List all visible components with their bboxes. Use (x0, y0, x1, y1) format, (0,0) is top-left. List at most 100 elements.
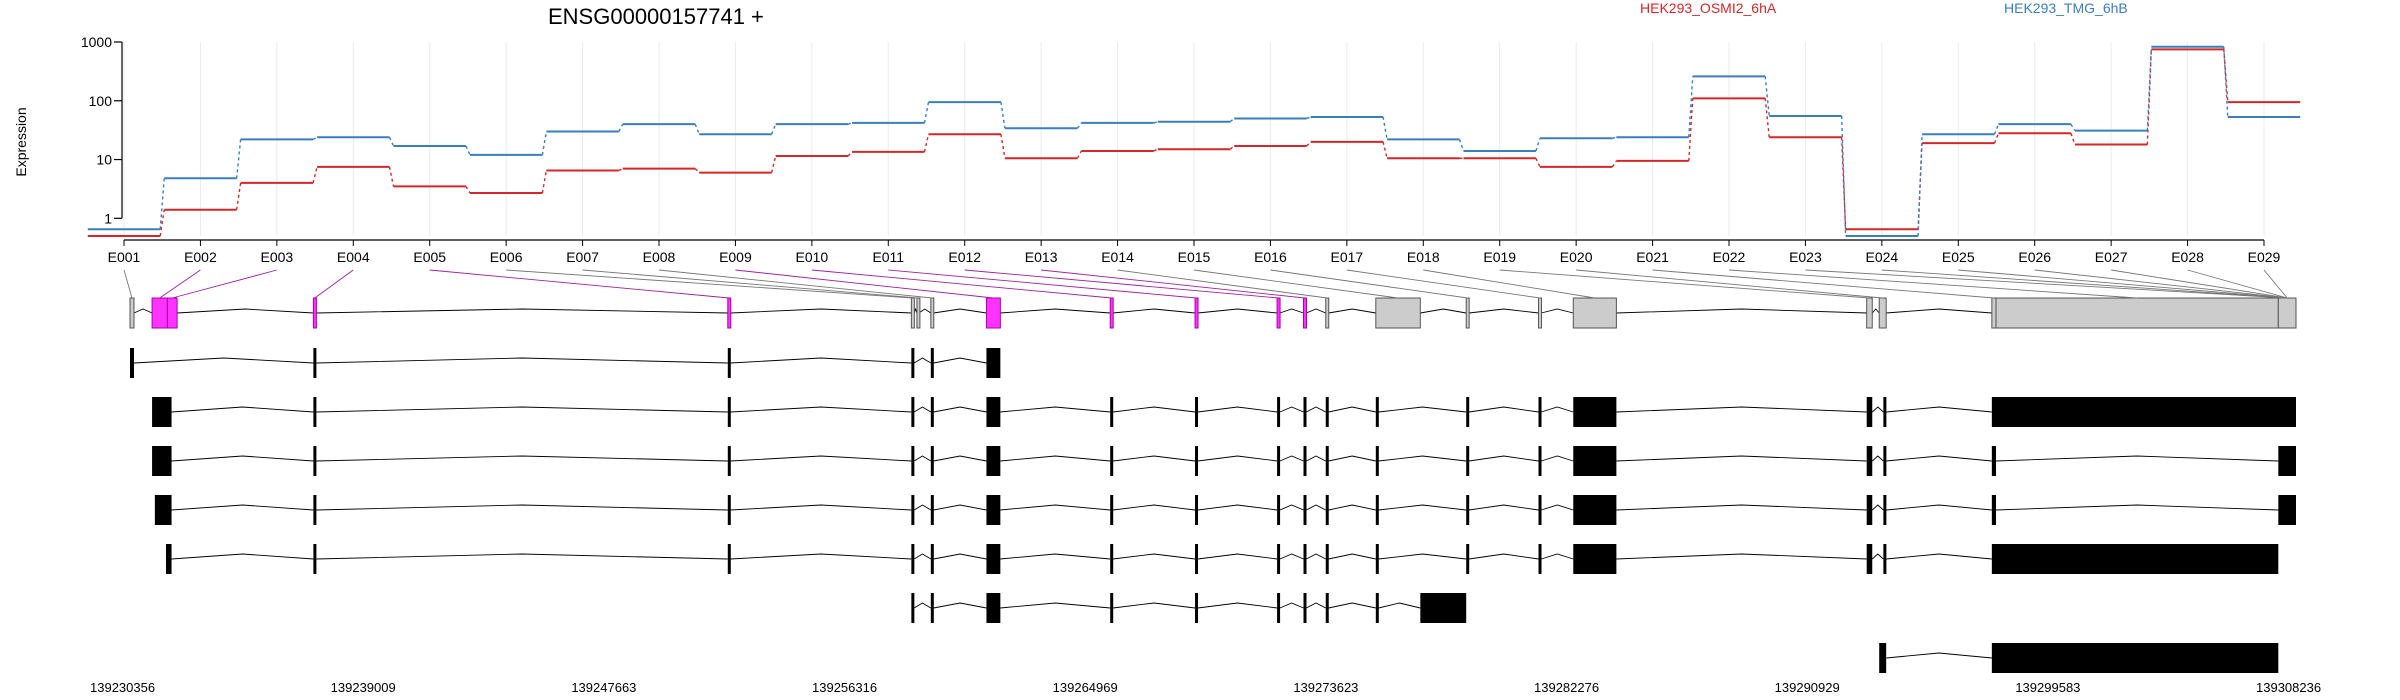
series-connector (388, 166, 395, 187)
genomic-coordinate-label: 139230356 (90, 680, 155, 695)
bin-connector (2187, 269, 2288, 299)
intron-line (1886, 553, 1992, 560)
exon-block (930, 348, 934, 378)
exon-bin (1194, 297, 1199, 329)
y-tick-label: 1000 (81, 34, 112, 50)
x-tick-label: E003 (261, 249, 294, 265)
series-connector (1611, 160, 1617, 168)
intron-line (1541, 406, 1574, 413)
x-tick-label: E011 (872, 249, 904, 265)
intron-line (1197, 406, 1278, 413)
intron-line (1541, 455, 1574, 462)
exon-block (1325, 397, 1329, 427)
intron-line (1279, 553, 1304, 560)
intron-line (1112, 504, 1196, 511)
exon-block (727, 446, 731, 476)
bin-connector (2034, 269, 2288, 299)
exon-block (313, 544, 317, 574)
series-connector (235, 182, 242, 210)
series-connector (1153, 121, 1158, 124)
exon-block (1195, 397, 1199, 427)
x-tick-label: E019 (1483, 249, 1516, 265)
intron-line (1378, 504, 1467, 511)
exon-block (1883, 397, 1887, 427)
intron-line (316, 406, 728, 413)
intron-line (1378, 406, 1467, 413)
exon-block (1375, 397, 1379, 427)
exon-block (1277, 544, 1281, 574)
series-connector (847, 151, 853, 157)
x-tick-label: E029 (2248, 249, 2281, 265)
x-tick-label: E018 (1407, 249, 1440, 265)
bin-connector (735, 269, 994, 299)
genomic-coordinate-label: 139256316 (812, 680, 877, 695)
transcript-row (152, 446, 2296, 476)
exon-block (1879, 643, 1887, 673)
x-tick-label: E025 (1942, 249, 1975, 265)
intron-line (933, 553, 987, 560)
intron-line (171, 455, 314, 462)
intron-line (933, 504, 987, 511)
bin-connector (2111, 269, 2288, 299)
exon-block (1538, 495, 1542, 525)
exon-block (1325, 446, 1329, 476)
series-connector (1000, 134, 1006, 159)
transcript-row (911, 593, 1467, 623)
intron-line (913, 406, 932, 413)
x-tick-label: E006 (490, 249, 523, 265)
intron-line (1468, 308, 1539, 314)
intron-line (1886, 308, 1992, 314)
exon-block (986, 446, 1001, 476)
intron-line (1871, 553, 1884, 560)
x-tick-label: E017 (1331, 249, 1364, 265)
intron-line (730, 308, 912, 314)
exon-bin (1866, 297, 1873, 329)
exon-block (1883, 446, 1887, 476)
exon-block (130, 348, 135, 378)
intron-line (1306, 455, 1326, 462)
intron-line (730, 553, 912, 560)
exon-block (1303, 446, 1307, 476)
series-connector (1764, 76, 1770, 117)
intron-line (1197, 455, 1278, 462)
exon-bin (166, 297, 178, 329)
exon-block (1110, 397, 1114, 427)
exon-block (154, 495, 172, 525)
genomic-coordinate-label: 139273623 (1293, 680, 1358, 695)
series-connector (312, 166, 318, 184)
genomic-coordinate-label: 139290929 (1775, 680, 1840, 695)
x-tick-label: E010 (796, 249, 829, 265)
intron-line (1886, 455, 1992, 462)
bin-connector (506, 269, 913, 299)
bin-connector (1499, 269, 1870, 299)
exon-block (727, 397, 731, 427)
bin-connector (1881, 269, 2288, 299)
series-connector (2146, 49, 2153, 145)
exon-block (1303, 593, 1307, 623)
genomic-coordinate-label: 139264969 (1053, 680, 1118, 695)
exon-block (2278, 446, 2296, 476)
exon-block (1866, 397, 1873, 427)
exon-bin (312, 297, 317, 329)
intron-line (1541, 308, 1574, 314)
exon-bin (727, 297, 732, 329)
exon-block (1466, 397, 1470, 427)
series-connector (1076, 150, 1082, 159)
exon-block (1573, 495, 1617, 525)
intron-line (1378, 553, 1467, 560)
intron-line (1328, 504, 1376, 511)
bin-connector (888, 269, 1197, 299)
series-connector (159, 209, 165, 237)
exon-block (1110, 495, 1114, 525)
intron-line (171, 553, 314, 560)
exon-block (1573, 544, 1617, 574)
intron-line (316, 455, 728, 462)
exon-block (727, 544, 731, 574)
y-tick-label: 1 (104, 210, 112, 226)
intron-line (1886, 406, 1992, 413)
intron-line (1871, 455, 1884, 462)
intron-line (1306, 406, 1326, 413)
intron-line (933, 308, 987, 314)
intron-line (730, 406, 912, 413)
x-tick-label: E028 (2171, 249, 2204, 265)
